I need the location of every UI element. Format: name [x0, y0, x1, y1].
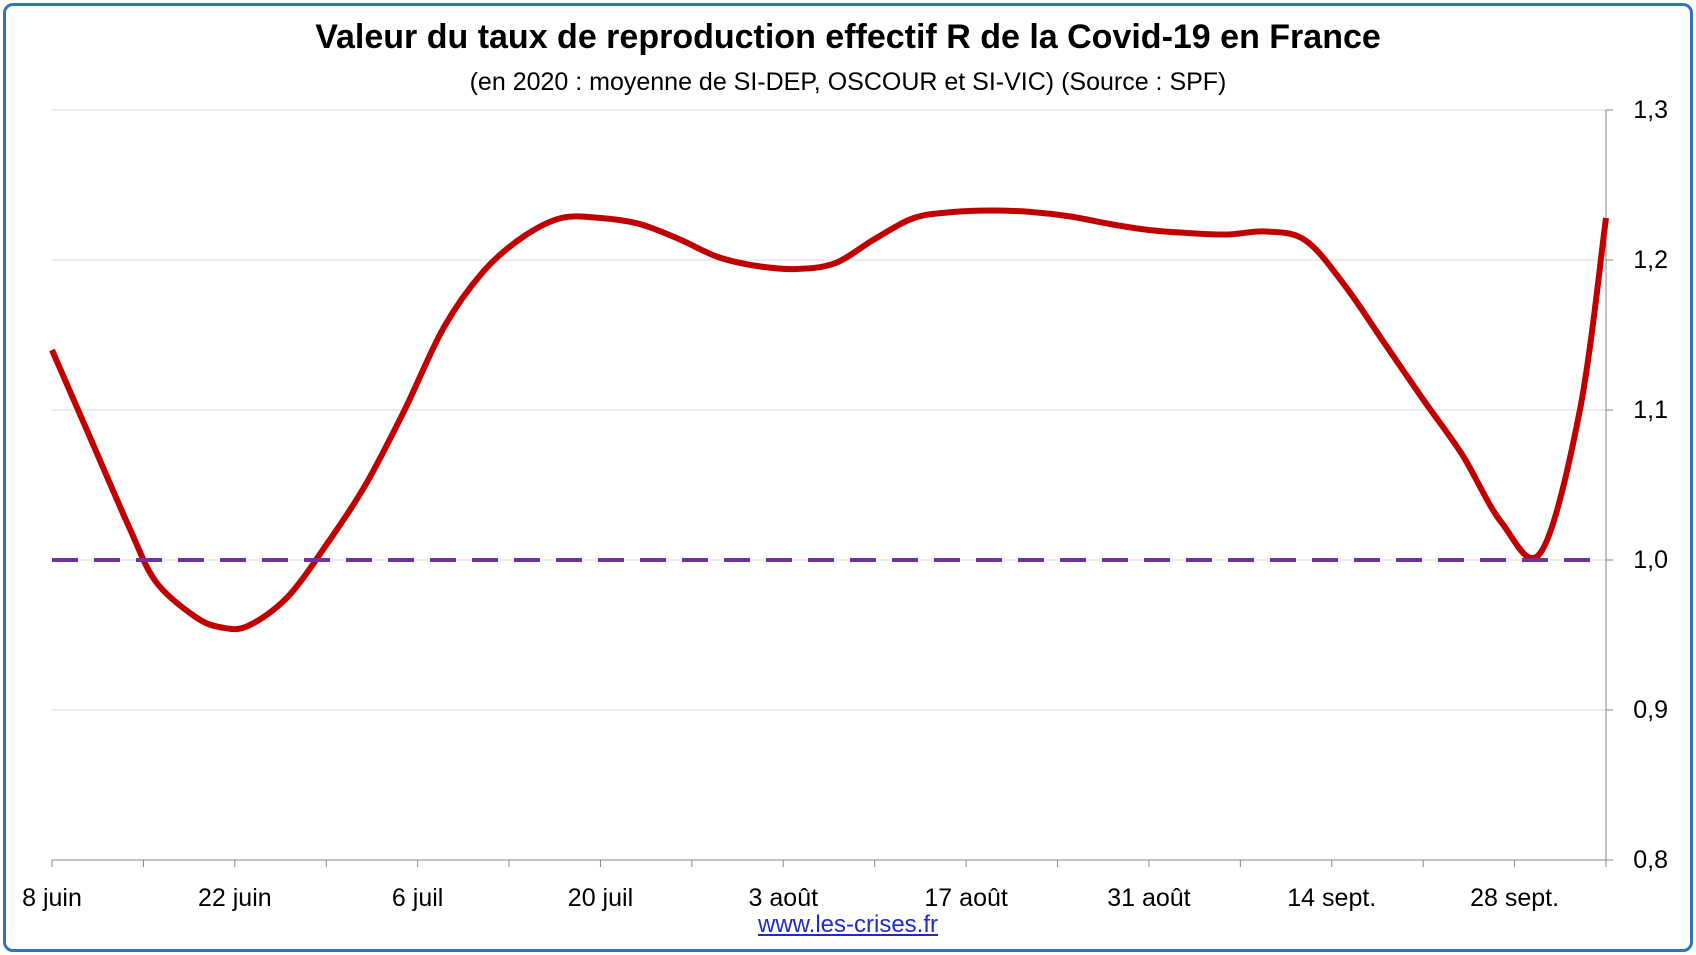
- chart-title: Valeur du taux de reproduction effectif …: [315, 18, 1381, 56]
- series-group: [49, 207, 1609, 633]
- y-tick-label: 1,3: [1633, 96, 1668, 124]
- y-tick-label: 1,1: [1633, 396, 1668, 424]
- y-tick-label: 0,8: [1633, 846, 1668, 874]
- x-tick-label: 28 sept.: [1470, 884, 1559, 912]
- x-tick-label: 31 août: [1107, 884, 1190, 912]
- x-tick-label: 14 sept.: [1287, 884, 1376, 912]
- x-tick-label: 8 juin: [22, 884, 82, 912]
- axes: [51, 109, 1613, 867]
- gridlines: [52, 109, 1606, 711]
- y-tick-label: 1,0: [1633, 546, 1668, 574]
- x-tick-label: 22 juin: [198, 884, 272, 912]
- x-tick-label: 6 juil: [392, 884, 443, 912]
- x-tick-labels: 8 juin 22 juin 6 juil 20 juil 3 août 17 août 3…: [22, 884, 1559, 912]
- r-value-series-line: [49, 207, 1609, 633]
- source-link[interactable]: www.les-crises.fr: [757, 911, 938, 938]
- chart-subtitle: (en 2020 : moyenne de SI-DEP, OSCOUR et …: [469, 68, 1227, 96]
- y-tick-label: 0,9: [1633, 696, 1668, 724]
- y-tick-labels: 0,8 0,9 1,0 1,1 1,2 1,3: [1633, 96, 1668, 874]
- chart-frame: [3, 3, 1693, 952]
- x-tick-label: 20 juil: [568, 884, 633, 912]
- x-tick-label: 3 août: [749, 884, 819, 912]
- x-tick-label: 17 août: [924, 884, 1007, 912]
- y-tick-label: 1,2: [1633, 246, 1668, 274]
